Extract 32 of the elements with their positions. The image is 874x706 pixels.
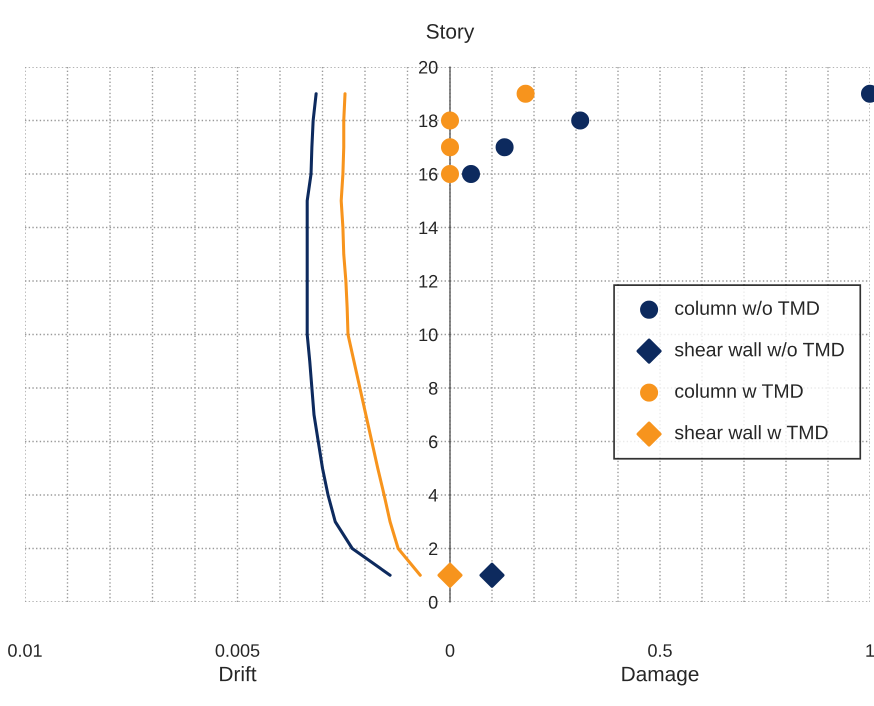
x-tick-label: 0 <box>446 644 454 657</box>
point <box>462 164 480 184</box>
x-tick-label: 0.5 <box>648 644 672 657</box>
point <box>440 111 460 130</box>
y-tick-label: 20 <box>419 60 438 74</box>
y-tick-label: 14 <box>419 222 438 234</box>
legend-label: column w/o TMD <box>675 300 819 315</box>
point <box>516 84 535 103</box>
y-axis-title: Story <box>426 24 474 43</box>
y-tick-label: 6 <box>429 435 438 448</box>
y-tick-label: 4 <box>428 489 438 502</box>
point <box>496 138 514 156</box>
point <box>438 562 462 588</box>
point <box>480 562 504 588</box>
y-tick-label: 8 <box>428 382 438 395</box>
y-tick-label: 16 <box>419 168 438 181</box>
x-axis-title: Drift <box>220 666 256 682</box>
y-tick-label: 18 <box>419 114 438 128</box>
x-axis-title: Damage <box>622 666 698 686</box>
point <box>440 164 460 184</box>
x-tick-label: 1 <box>866 644 874 657</box>
point <box>440 138 460 156</box>
legend-label: shear wall w TMD <box>674 425 828 440</box>
y-tick-label: 12 <box>419 274 438 288</box>
x-tick-label: 0.01 <box>8 644 42 657</box>
y-tick-label: 0 <box>428 596 438 609</box>
y-tick-label: 2 <box>429 542 438 556</box>
legend-label: shear wall w/o TMD <box>674 342 844 356</box>
legend-label: column w TMD <box>675 384 803 398</box>
point <box>571 111 590 130</box>
y-tick-label: 10 <box>419 328 438 342</box>
x-tick-label: 0.005 <box>216 644 260 657</box>
